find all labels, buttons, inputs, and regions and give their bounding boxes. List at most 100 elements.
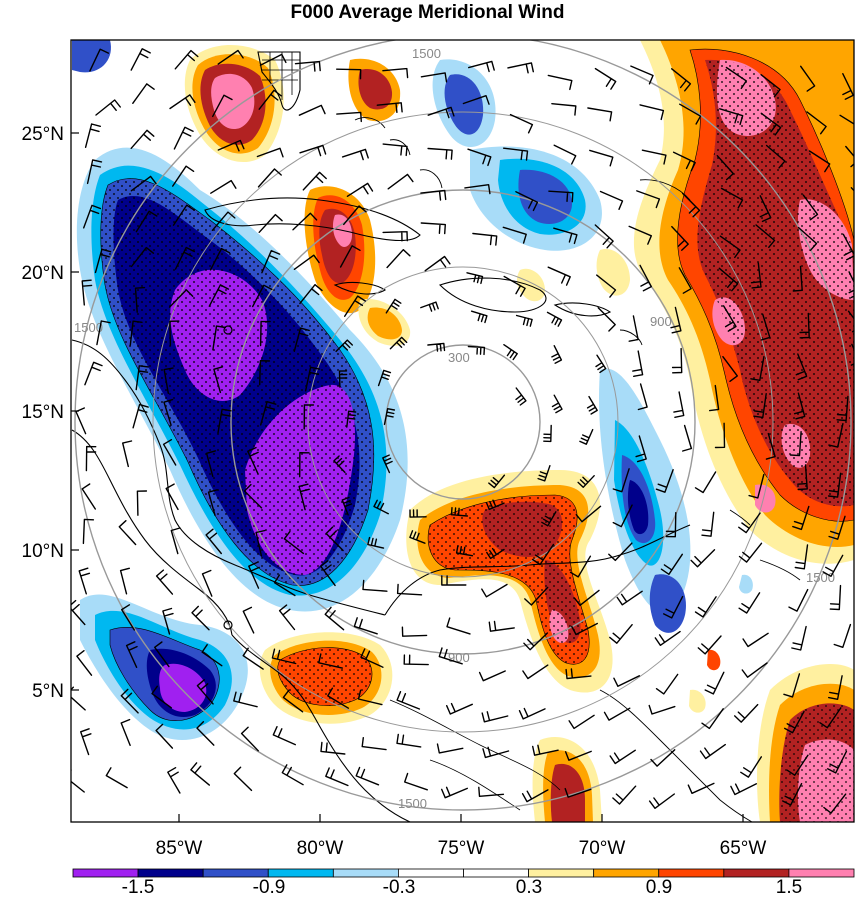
wind-barb	[714, 422, 726, 449]
lat-label: 25°N	[22, 124, 64, 145]
wind-barb	[293, 327, 310, 352]
wind-barb	[467, 345, 486, 356]
svg-text:300: 300	[448, 350, 470, 365]
wind-barb	[819, 707, 842, 729]
wind-barb	[154, 641, 170, 668]
wind-barb	[155, 723, 174, 749]
colorbar-swatch	[593, 868, 660, 878]
wind-barb	[382, 143, 408, 157]
svg-text:1500: 1500	[806, 570, 835, 585]
wind-barb	[420, 189, 447, 201]
wind-barb	[438, 647, 463, 665]
wind-barb	[594, 67, 617, 90]
wind-barb	[635, 435, 647, 463]
wind-barb	[573, 589, 600, 606]
wind-barb	[613, 675, 641, 687]
wind-barb	[673, 391, 685, 418]
wind-barb	[259, 320, 271, 347]
wind-barbs	[71, 48, 854, 814]
colorbar-label: 1.5	[776, 877, 802, 898]
wind-barb	[532, 744, 559, 756]
wind-barb	[281, 764, 304, 786]
wind-barb	[603, 707, 631, 721]
wind-barb	[531, 543, 555, 566]
contour-lines	[100, 48, 854, 721]
latitude-axis: 25°N 20°N 15°N 10°N 5°N	[22, 124, 79, 702]
colorbar-swatch	[267, 868, 334, 878]
wind-barb	[481, 583, 508, 598]
wind-barb	[553, 144, 577, 165]
wind-barb	[209, 247, 231, 271]
wind-barb	[741, 662, 768, 678]
wind-barb	[382, 231, 408, 242]
wind-barb	[339, 245, 361, 268]
wind-barb	[320, 560, 336, 587]
wind-barb	[361, 737, 387, 751]
wind-barb	[196, 679, 214, 705]
wind-barb	[208, 284, 230, 307]
colorbar-swatch	[72, 868, 139, 878]
wind-barb	[833, 623, 852, 648]
wind-barb	[324, 606, 345, 631]
wind-barb	[648, 793, 675, 809]
wind-barb	[806, 111, 827, 135]
wind-barb	[537, 465, 551, 482]
wind-barb	[96, 320, 111, 346]
wind-barb	[791, 625, 807, 651]
wind-barb	[628, 225, 652, 245]
wind-barb	[782, 782, 803, 806]
wind-barb	[547, 266, 571, 286]
wind-barb	[722, 305, 737, 332]
wind-barb	[258, 89, 282, 110]
wind-barb	[121, 604, 135, 631]
wind-barb	[376, 102, 403, 113]
wind-barb	[738, 542, 763, 563]
wind-barb	[632, 350, 644, 377]
wind-barb	[205, 528, 222, 555]
wind-barb	[481, 711, 509, 723]
wind-barb	[608, 542, 633, 562]
wind-barb	[597, 307, 616, 332]
wind-barb	[217, 49, 244, 65]
wind-barb	[515, 314, 533, 327]
wind-barb	[207, 489, 218, 516]
wind-barb	[427, 147, 453, 160]
lon-label: 85°W	[156, 838, 203, 859]
wind-barb	[701, 708, 724, 730]
range-ring-1500	[74, 40, 852, 811]
wind-barb	[470, 310, 488, 324]
lat-label: 20°N	[22, 263, 64, 284]
wind-barb	[738, 592, 761, 614]
wind-barb	[716, 155, 734, 181]
wind-barb	[427, 106, 455, 119]
wind-barb	[401, 626, 428, 637]
wind-barb	[734, 703, 759, 723]
wind-barb	[367, 536, 385, 549]
wind-barb	[678, 267, 692, 294]
wind-barb	[515, 191, 539, 212]
wind-barb	[699, 743, 726, 760]
wind-barb	[788, 588, 809, 612]
wind-barb	[795, 353, 808, 381]
wind-barb	[172, 165, 195, 187]
wind-barb	[105, 767, 128, 789]
wind-barb	[792, 265, 803, 292]
wind-barb	[553, 227, 578, 245]
wind-barb	[299, 452, 310, 478]
wind-barb	[760, 112, 782, 136]
wind-barb	[389, 336, 408, 350]
wind-barb	[255, 529, 266, 557]
wind-barb	[704, 671, 725, 695]
wind-barb	[71, 769, 85, 793]
wind-barb	[155, 569, 174, 595]
wind-barb	[261, 249, 281, 274]
longitude-axis: 85°W 80°W 75°W 70°W 65°W	[156, 814, 766, 859]
wind-barb	[174, 49, 199, 70]
colorbar-label: -0.9	[253, 877, 286, 898]
wind-barb	[797, 464, 808, 491]
wind-barb	[382, 67, 409, 79]
wind-barb	[546, 311, 563, 327]
wind-barb	[409, 530, 426, 544]
wind-barb	[488, 474, 506, 489]
